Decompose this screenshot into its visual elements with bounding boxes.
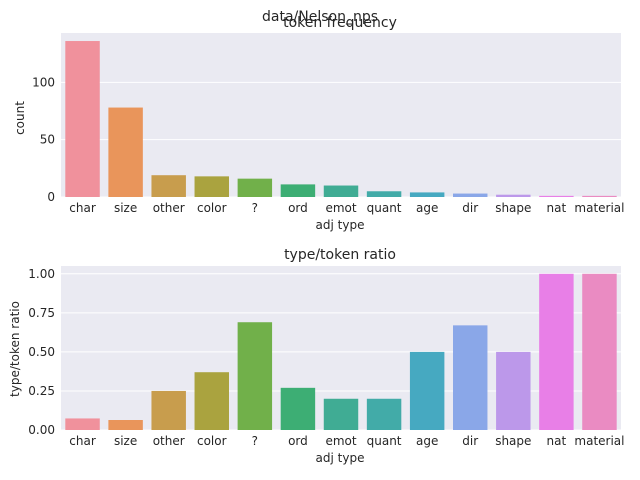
y-tick-label: 1.00	[28, 267, 55, 281]
bar-char	[65, 418, 100, 430]
bar-emot	[323, 398, 359, 430]
x-tick-label: char	[69, 201, 96, 215]
bar-ord	[280, 387, 316, 430]
x-tick-label: size	[114, 434, 137, 448]
x-tick-label: ?	[252, 434, 258, 448]
bar-char	[65, 41, 100, 198]
x-tick-label: quant	[367, 434, 402, 448]
y-tick-label: 0.75	[28, 306, 55, 320]
x-tick-label: material	[574, 201, 624, 215]
x-tick-label: ord	[288, 201, 308, 215]
y-tick-label: 50	[40, 133, 55, 147]
x-tick-label: other	[153, 434, 185, 448]
bar-dir	[453, 193, 488, 197]
x-tick-label: char	[69, 434, 96, 448]
plot-area	[61, 33, 621, 197]
x-axis-label: adj type	[316, 218, 365, 232]
y-tick-label: 100	[32, 75, 55, 89]
x-tick-label: color	[197, 201, 227, 215]
x-axis-label: adj type	[316, 451, 365, 465]
figure-suptitle: data/Nelson_nps	[262, 9, 378, 25]
bar-dir	[453, 325, 488, 430]
y-axis-label: type/token ratio	[8, 301, 22, 397]
x-tick-label: dir	[462, 434, 478, 448]
bar-shape	[496, 351, 531, 430]
x-tick-label: shape	[495, 201, 531, 215]
bar-ord	[280, 184, 316, 197]
chart-title: type/token ratio	[284, 247, 396, 263]
x-tick-label: ord	[288, 434, 308, 448]
x-tick-label: material	[574, 434, 624, 448]
bar-other	[151, 390, 186, 430]
y-tick-label: 0.50	[28, 345, 55, 359]
bar-material	[582, 273, 617, 430]
bar-quant	[366, 398, 402, 430]
bar-emot	[323, 185, 359, 197]
x-tick-label: quant	[367, 201, 402, 215]
x-tick-label: nat	[547, 434, 567, 448]
x-tick-label: other	[153, 201, 185, 215]
x-tick-label: nat	[547, 201, 567, 215]
chart-title: token frequency	[283, 15, 397, 31]
bar-size	[108, 420, 143, 430]
x-tick-label: dir	[462, 201, 478, 215]
bar-shape	[496, 194, 531, 197]
type-token-ratio-chart: type/token ratio adj type type/token rat…	[8, 247, 625, 465]
bar-nat	[539, 273, 574, 430]
x-tick-label: age	[416, 434, 438, 448]
x-tick-label: shape	[495, 434, 531, 448]
y-tick-label: 0.00	[28, 423, 55, 437]
bar-color	[194, 372, 229, 430]
bar-age	[409, 351, 445, 430]
x-tick-label: color	[197, 434, 227, 448]
bar-age	[409, 192, 445, 197]
y-tick-label: 0	[47, 190, 55, 204]
y-axis-label: count	[13, 101, 27, 135]
bar-quant	[366, 191, 402, 197]
x-tick-label: ?	[252, 201, 258, 215]
x-tick-label: emot	[325, 201, 356, 215]
bar-	[237, 178, 273, 197]
bar-color	[194, 176, 229, 197]
bar-size	[108, 107, 143, 197]
y-tick-label: 0.25	[28, 384, 55, 398]
bar-nat	[539, 195, 574, 197]
x-tick-label: size	[114, 201, 137, 215]
x-tick-label: age	[416, 201, 438, 215]
token-frequency-chart: token frequency adj type count 0 50 100 cha…	[13, 15, 625, 232]
bar-material	[582, 195, 617, 197]
bar-	[237, 322, 273, 430]
x-tick-label: emot	[325, 434, 356, 448]
bar-other	[151, 175, 186, 197]
